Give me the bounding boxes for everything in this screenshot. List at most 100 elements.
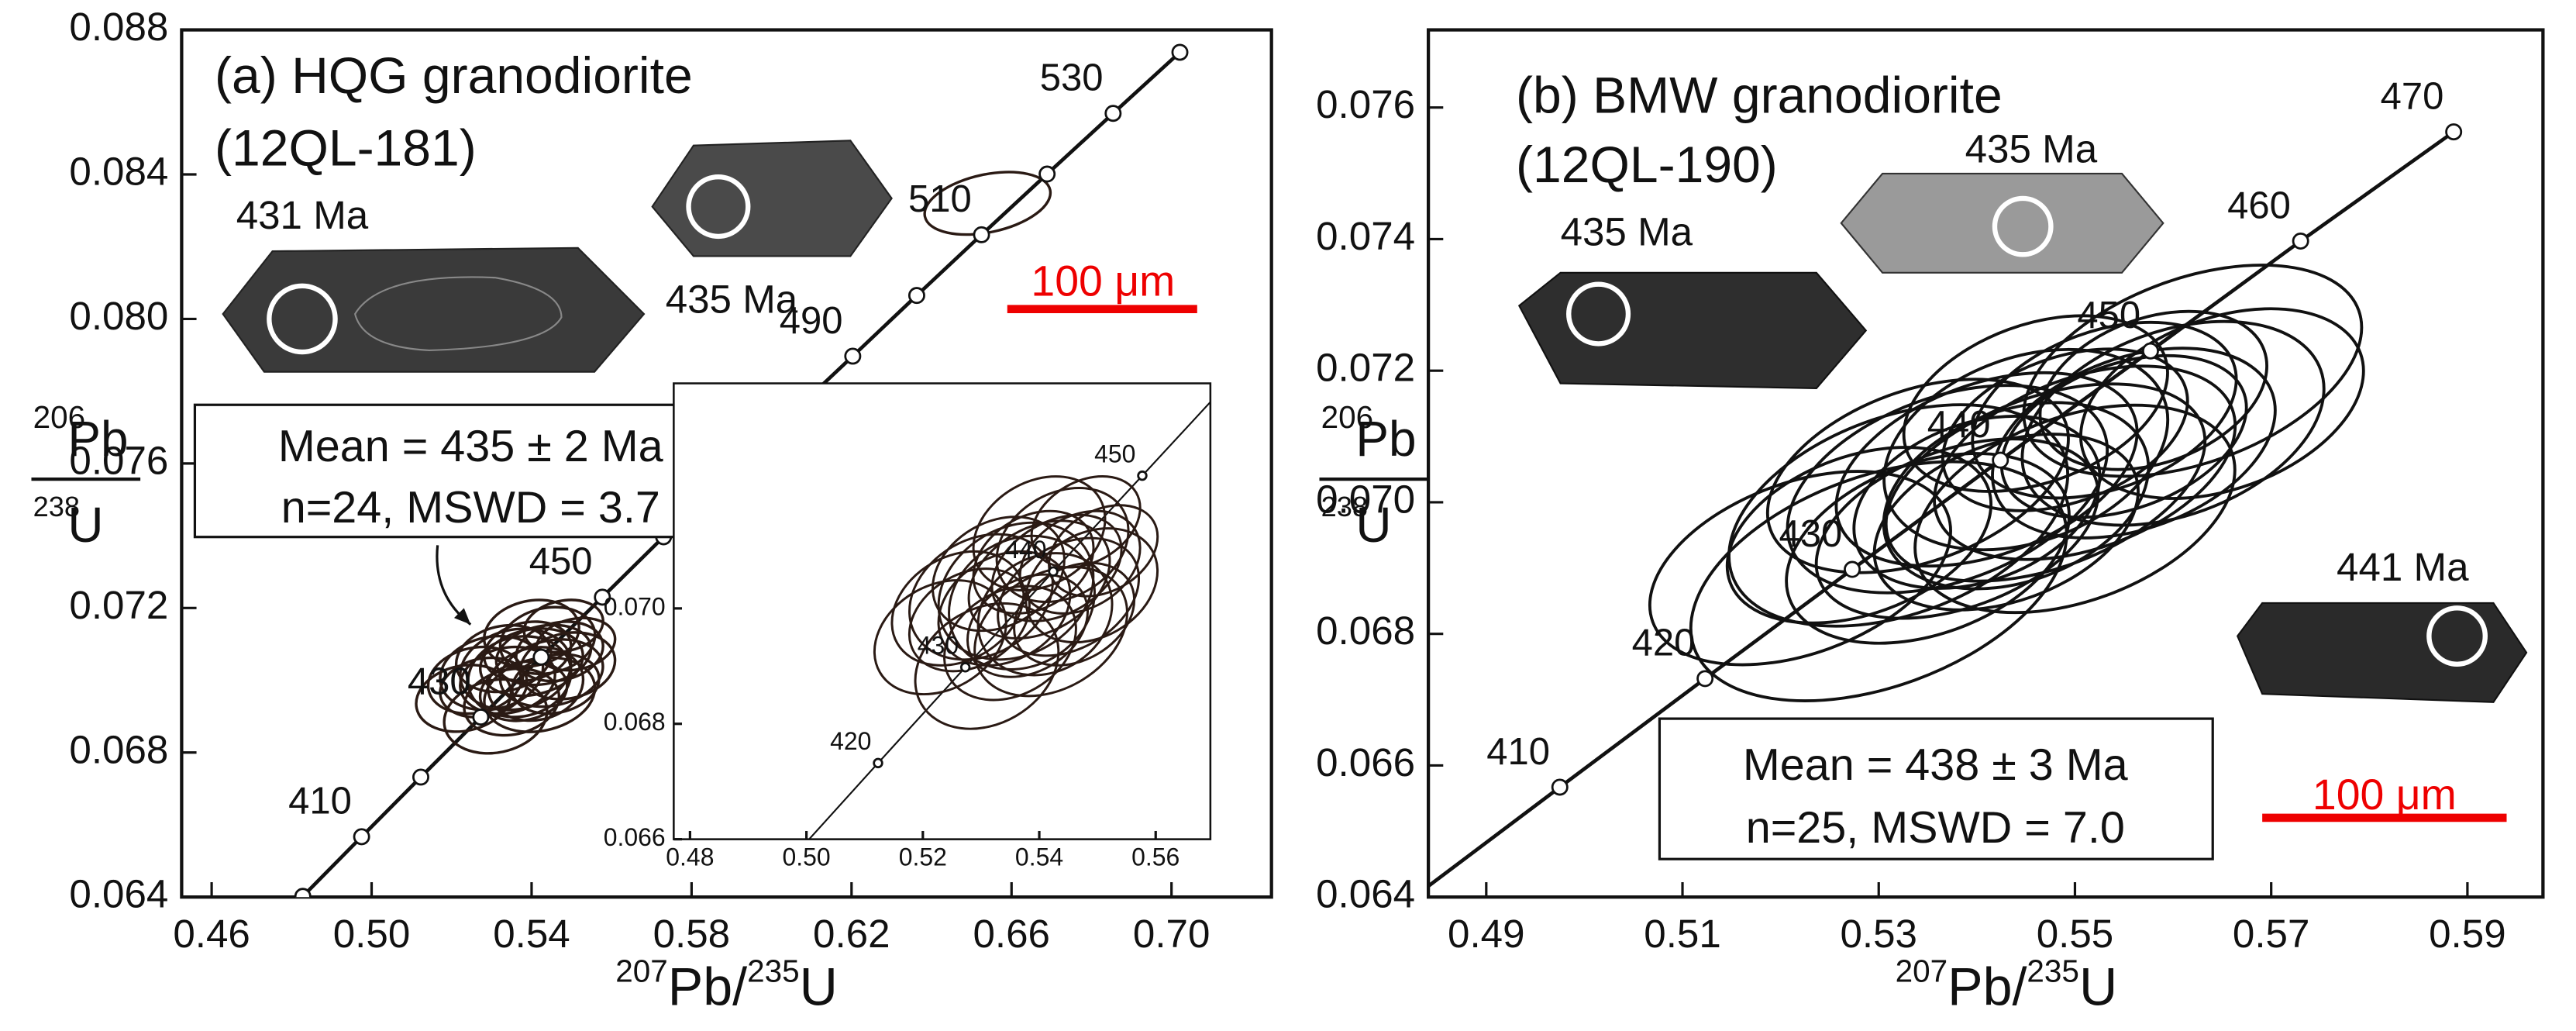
x-tick-label: 0.62 (813, 912, 890, 956)
concordia-marker (1038, 165, 1056, 183)
error-ellipse (1030, 474, 1142, 569)
x-axis-title-part: 235 (747, 953, 800, 988)
x-axis-title-part: Pb/ (1947, 958, 2027, 1017)
y-axis-title-part: Pb (67, 411, 128, 467)
y-axis-title-part: 238 (33, 491, 80, 522)
y-tick-label: 0.074 (1316, 214, 1415, 258)
x-tick-label: 0.57 (2233, 912, 2310, 956)
concordia-marker (873, 757, 883, 769)
error-ellipse (995, 487, 1130, 603)
y-tick-label: 0.080 (69, 294, 168, 338)
error-ellipse (2022, 264, 2364, 478)
x-axis-title-part: Pb/ (668, 958, 747, 1017)
y-tick-label: 0.072 (69, 583, 168, 627)
age-label: 420 (1632, 622, 1696, 664)
y-tick-label: 0.088 (69, 5, 168, 49)
annotation: 435 Ma (1561, 209, 1693, 253)
concordia-marker (294, 888, 312, 898)
y-tick-label: 0.076 (1316, 82, 1415, 126)
concordia-marker (907, 287, 925, 305)
age-label: 440 (1927, 404, 1991, 446)
plot-frame (673, 382, 1212, 840)
y-axis-title-part: Pb (1355, 411, 1416, 467)
y-tick-label: 0.076 (69, 438, 168, 482)
x-tick-label: 0.46 (173, 912, 250, 956)
x-axis-title: 207Pb/235U (1896, 953, 2118, 1016)
y-tick-label: 0.068 (604, 708, 666, 736)
concordia-marker (1228, 375, 1236, 384)
plot-frame (1426, 28, 2545, 899)
error-ellipse (1814, 437, 2100, 620)
y-tick-label: 0.066 (604, 823, 666, 851)
error-ellipse (1991, 347, 2277, 540)
annotation: 431 Ma (236, 193, 369, 237)
error-ellipse (1648, 470, 1952, 667)
error-ellipse (454, 623, 553, 694)
concordia-marker (844, 347, 862, 365)
annotation: n=25, MSWD = 7.0 (1746, 803, 2125, 853)
x-tick-label: 0.54 (493, 912, 570, 956)
annotation: 441 Ma (2337, 545, 2469, 589)
error-ellipse (1689, 460, 2068, 702)
age-label: 420 (830, 727, 871, 755)
concordia-marker (1171, 43, 1189, 61)
error-ellipse (1999, 353, 2248, 519)
error-ellipse (1786, 384, 2109, 595)
error-ellipse (511, 653, 601, 715)
error-ellipse (967, 519, 1111, 640)
error-ellipse (1882, 401, 2151, 591)
chart-title: (b) BMW granodiorite (1516, 66, 2003, 123)
age-label: 410 (288, 781, 352, 822)
y-tick-label: 0.064 (1316, 872, 1415, 916)
x-axis-title: 207Pb/235U (615, 953, 838, 1016)
concordia-marker (2445, 123, 2463, 141)
error-ellipse (923, 171, 1052, 236)
age-label: 430 (918, 632, 959, 660)
annotation: 100 μm (2313, 771, 2457, 819)
age-label: 430 (1779, 513, 1843, 555)
annotation: 435 Ma (1965, 127, 2098, 171)
error-ellipse (1834, 371, 2139, 568)
y-axis-title-part: 238 (1321, 491, 1368, 522)
error-ellipse (943, 584, 1077, 702)
concordia-marker (1410, 183, 1418, 191)
concordia-marker (973, 226, 990, 243)
y-tick-label: 0.068 (69, 727, 168, 771)
y-axis-title-part: U (1355, 497, 1391, 553)
annotation: 435 Ma (666, 278, 798, 322)
chart-subtitle: (12QL-190) (1516, 136, 1778, 193)
x-axis-title-part: U (2079, 958, 2117, 1017)
concordia-marker (2141, 342, 2159, 360)
chart-title: (a) HQG granodiorite (215, 47, 693, 104)
y-axis-title-part: U (67, 497, 103, 553)
age-label: 510 (908, 178, 972, 220)
age-label: 440 (1005, 536, 1046, 564)
mean-box (1658, 717, 2214, 860)
x-tick-label: 0.53 (1840, 912, 1917, 956)
plot-area: 410 420 430 440 450 460 470 (1428, 75, 2463, 889)
concordia-marker (1104, 105, 1122, 122)
error-ellipse (2079, 307, 2365, 500)
annotation: n=24, MSWD = 3.7 (281, 483, 660, 533)
concordia-marker (1551, 778, 1569, 796)
age-label: 460 (1183, 343, 1224, 371)
x-tick-label: 0.52 (899, 843, 947, 871)
error-ellipse (890, 550, 1025, 667)
concordia-marker (1318, 279, 1327, 288)
error-ellipse (1765, 378, 2070, 574)
x-tick-label: 0.70 (1133, 912, 1211, 956)
y-tick-label: 0.068 (1316, 609, 1415, 653)
x-tick-label: 0.49 (1448, 912, 1525, 956)
concordia-marker (1048, 566, 1059, 577)
x-axis-title-part: 235 (2027, 953, 2079, 988)
concordia-curve (808, 401, 1211, 840)
concordia-marker (959, 662, 971, 673)
error-ellipse (522, 598, 604, 654)
y-tick-label: 0.070 (1316, 477, 1415, 521)
error-ellipse (1933, 364, 2237, 561)
error-ellipse (483, 656, 597, 733)
error-ellipse (1941, 347, 2189, 512)
concordia-marker (353, 828, 370, 846)
